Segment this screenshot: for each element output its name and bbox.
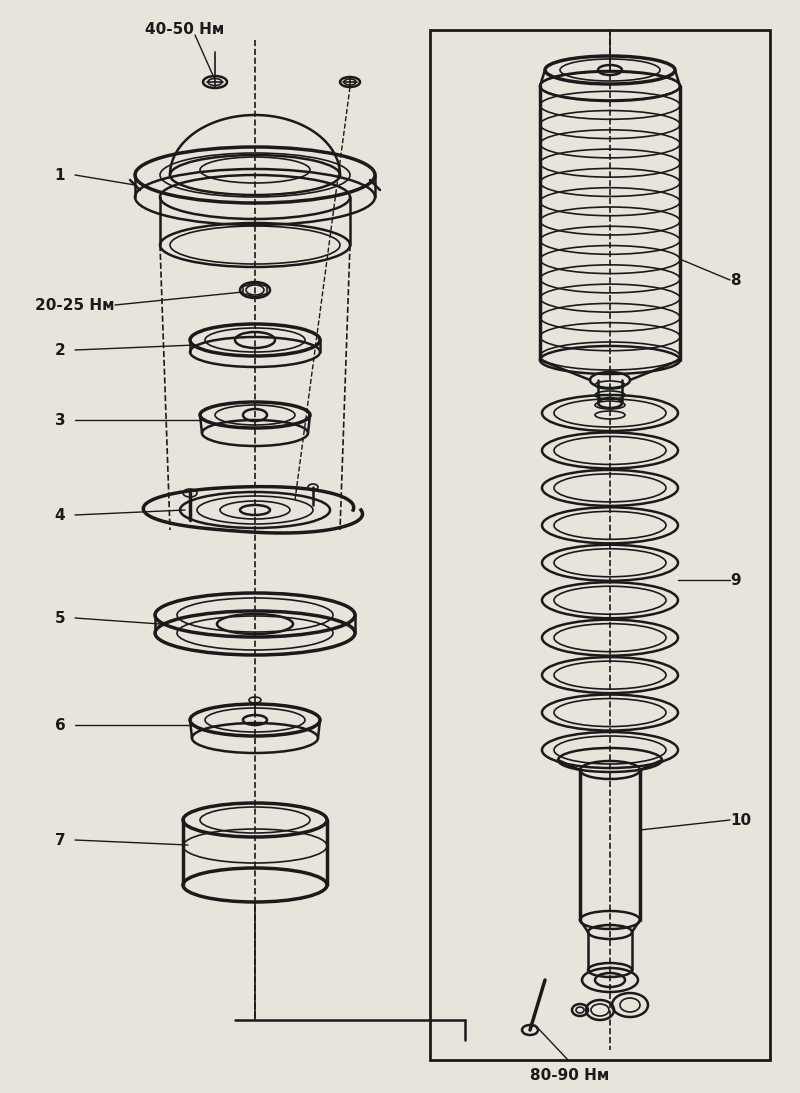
Text: 2: 2 [54, 342, 66, 357]
Text: 20-25 Нм: 20-25 Нм [35, 297, 114, 313]
Text: 6: 6 [54, 717, 66, 732]
Text: 40-50 Нм: 40-50 Нм [145, 22, 224, 37]
Bar [430, 30, 770, 1060]
Text: 7: 7 [54, 833, 66, 847]
Text: 5: 5 [54, 611, 66, 625]
Text: 3: 3 [54, 412, 66, 427]
Text: 10: 10 [730, 812, 751, 827]
Text: 80-90 Нм: 80-90 Нм [530, 1068, 610, 1082]
Text: 9: 9 [730, 573, 741, 588]
Text: 4: 4 [54, 507, 66, 522]
Text: 8: 8 [730, 272, 741, 287]
Text: 1: 1 [54, 167, 66, 183]
